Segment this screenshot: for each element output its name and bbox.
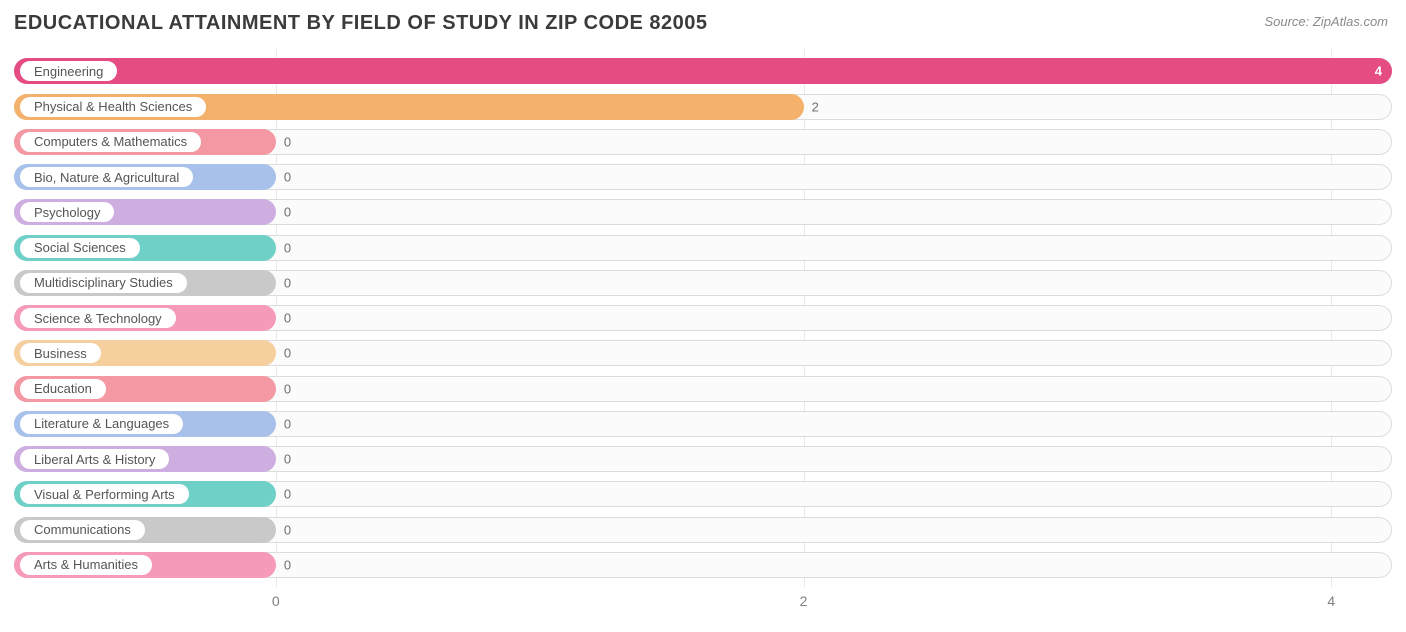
x-axis-tick: 4	[1327, 593, 1335, 609]
bar-category-label: Multidisciplinary Studies	[20, 273, 187, 293]
bar-value-label: 4	[1375, 64, 1382, 79]
bar-row: Computers & Mathematics 0	[14, 129, 1392, 155]
x-axis-tick: 0	[272, 593, 280, 609]
bar-value-label: 0	[284, 452, 291, 467]
chart-title: EDUCATIONAL ATTAINMENT BY FIELD OF STUDY…	[14, 12, 1392, 35]
bar-value-label: 0	[284, 311, 291, 326]
bar-rows-container: Engineering 4 Physical & Health Sciences 2 C…	[14, 49, 1392, 587]
bar-category-label: Engineering	[20, 61, 117, 81]
bar-row: Psychology 0	[14, 199, 1392, 225]
bar-category-label: Education	[20, 379, 106, 399]
bar-category-label: Bio, Nature & Agricultural	[20, 167, 193, 187]
bar-category-label: Business	[20, 343, 101, 363]
bar-row: Business 0	[14, 340, 1392, 366]
bar-fill	[14, 58, 1392, 84]
bar-value-label: 0	[284, 381, 291, 396]
bar-category-label: Visual & Performing Arts	[20, 484, 189, 504]
bar-value-label: 0	[284, 205, 291, 220]
bar-row: Bio, Nature & Agricultural 0	[14, 164, 1392, 190]
bar-category-label: Communications	[20, 520, 145, 540]
bar-category-label: Social Sciences	[20, 238, 140, 258]
bar-row: Education 0	[14, 376, 1392, 402]
bar-row: Science & Technology 0	[14, 305, 1392, 331]
bar-value-label: 0	[284, 134, 291, 149]
chart-plot-area: Engineering 4 Physical & Health Sciences 2 C…	[14, 49, 1392, 609]
bar-row: Physical & Health Sciences 2	[14, 94, 1392, 120]
bar-value-label: 0	[284, 346, 291, 361]
bar-value-label: 0	[284, 275, 291, 290]
bar-value-label: 0	[284, 557, 291, 572]
bar-category-label: Science & Technology	[20, 308, 176, 328]
bar-row: Liberal Arts & History 0	[14, 446, 1392, 472]
bar-value-label: 0	[284, 487, 291, 502]
bar-row: Visual & Performing Arts 0	[14, 481, 1392, 507]
bar-row: Communications 0	[14, 517, 1392, 543]
x-axis-tick: 2	[800, 593, 808, 609]
bar-value-label: 0	[284, 522, 291, 537]
bar-value-label: 0	[284, 170, 291, 185]
bar-category-label: Liberal Arts & History	[20, 449, 169, 469]
bar-row: Social Sciences 0	[14, 235, 1392, 261]
bar-row: Literature & Languages 0	[14, 411, 1392, 437]
bar-category-label: Literature & Languages	[20, 414, 183, 434]
bar-category-label: Physical & Health Sciences	[20, 97, 206, 117]
bar-category-label: Computers & Mathematics	[20, 132, 201, 152]
bar-value-label: 0	[284, 240, 291, 255]
bar-value-label: 0	[284, 416, 291, 431]
bar-value-label: 2	[812, 99, 819, 114]
bar-category-label: Psychology	[20, 202, 114, 222]
chart-container: EDUCATIONAL ATTAINMENT BY FIELD OF STUDY…	[0, 0, 1406, 632]
bar-row: Engineering 4	[14, 58, 1392, 84]
bar-row: Multidisciplinary Studies 0	[14, 270, 1392, 296]
bar-row: Arts & Humanities 0	[14, 552, 1392, 578]
chart-source: Source: ZipAtlas.com	[1264, 14, 1388, 29]
bar-category-label: Arts & Humanities	[20, 555, 152, 575]
